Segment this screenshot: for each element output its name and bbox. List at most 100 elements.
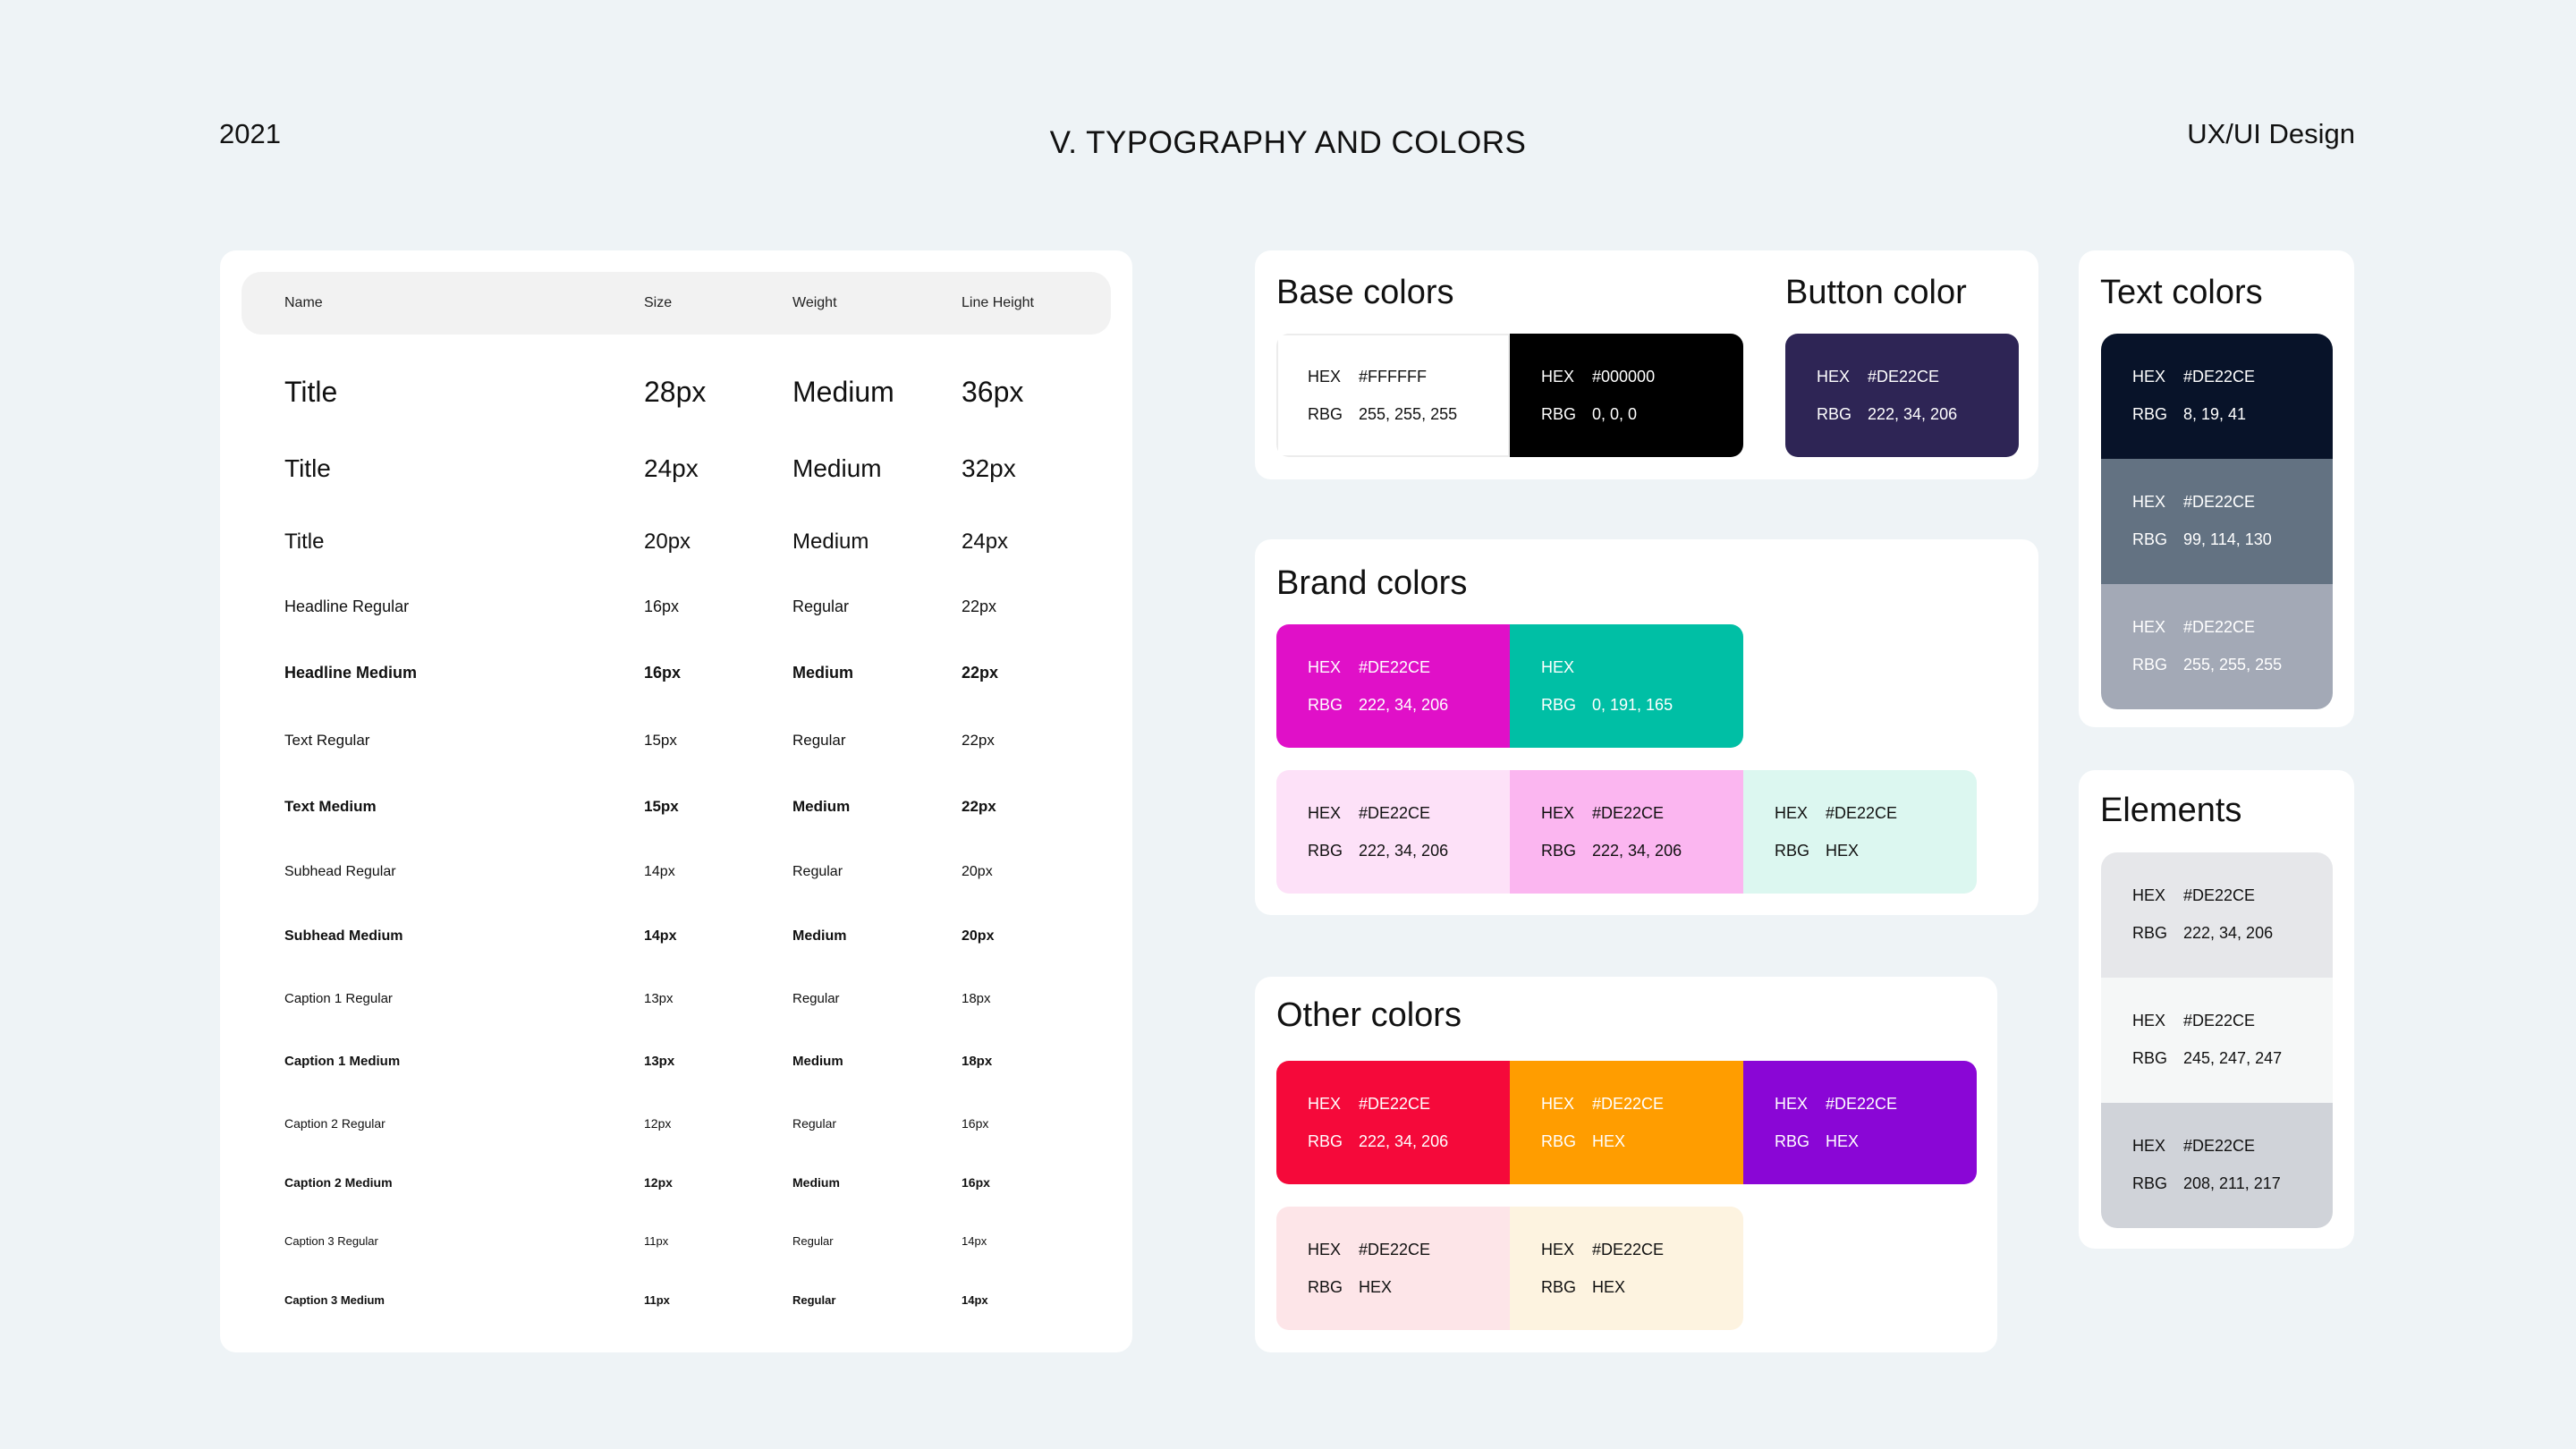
style-size: 15px — [644, 732, 677, 749]
style-weight: Regular — [792, 1234, 834, 1248]
style-line-height: 36px — [962, 376, 1024, 408]
style-weight: Medium — [792, 454, 882, 482]
style-size: 13px — [644, 1054, 675, 1069]
hex-label: HEX — [1308, 1241, 1342, 1258]
rbg-label: RBG — [1817, 405, 1852, 423]
rbg-label: RBG — [2132, 405, 2168, 423]
hex-value: #DE22CE — [2183, 618, 2256, 636]
rbg-value: HEX — [1826, 842, 1860, 860]
hex-value: #DE22CE — [1592, 1095, 1665, 1113]
style-size: 11px — [644, 1293, 670, 1307]
base-colors-title: Base colors — [1276, 274, 1454, 311]
table-header: Name Size Weight Line Height — [242, 272, 1111, 335]
style-line-height: 20px — [962, 864, 993, 879]
color-swatch: HEX #FFFFFF RBG 255, 255, 255 — [1276, 334, 1510, 457]
hex-label: HEX — [1308, 658, 1342, 676]
style-weight: Regular — [792, 864, 843, 879]
rbg-label: RBG — [1308, 696, 1343, 714]
column-header-name: Name — [284, 295, 323, 310]
style-line-height: 14px — [962, 1293, 988, 1307]
rbg-value: 8, 19, 41 — [2183, 405, 2247, 423]
style-weight: Regular — [792, 732, 846, 749]
style-weight: Medium — [792, 376, 894, 408]
color-swatch: HEX #DE22CE RBG 8, 19, 41 — [2101, 334, 2333, 459]
elements-panel: Elements HEX #DE22CE RBG 222, 34, 206 HEX #DE… — [2079, 770, 2354, 1249]
style-name: Caption 2 Medium — [284, 1175, 393, 1190]
column-header-weight: Weight — [792, 295, 837, 310]
style-name: Caption 3 Medium — [284, 1293, 385, 1307]
style-size: 13px — [644, 991, 674, 1006]
color-swatch: HEX #DE22CE RBG 222, 34, 206 — [1276, 624, 1510, 748]
color-swatch: HEX #000000 RBG 0, 0, 0 — [1510, 334, 1743, 457]
color-swatch: HEX #DE22CE RBG 222, 34, 206 — [1785, 334, 2019, 457]
style-size: 14px — [644, 928, 677, 944]
hex-value: #DE22CE — [1359, 658, 1431, 676]
hex-label: HEX — [1541, 804, 1575, 822]
rbg-value: 99, 114, 130 — [2183, 530, 2272, 548]
style-name: Caption 3 Regular — [284, 1234, 378, 1248]
other-colors-panel: Other colors HEX #DE22CE RBG 222, 34, 206 HE… — [1255, 977, 1997, 1352]
color-swatch: HEX #DE22CE RBG HEX — [1743, 1061, 1977, 1184]
rbg-value: 255, 255, 255 — [1359, 405, 1458, 423]
style-line-height: 14px — [962, 1234, 987, 1248]
year-label: 2021 — [219, 118, 281, 149]
elements-title: Elements — [2100, 792, 2242, 829]
hex-label: HEX — [1775, 804, 1809, 822]
rbg-value: 245, 247, 247 — [2183, 1049, 2283, 1067]
page-title: V. TYPOGRAPHY AND COLORS — [1049, 125, 1527, 160]
color-swatch: HEX #DE22CE RBG 222, 34, 206 — [1276, 770, 1510, 894]
style-name: Subhead Regular — [284, 864, 396, 879]
color-swatch: HEX #DE22CE RBG 222, 34, 206 — [1276, 1061, 1510, 1184]
color-swatch: HEX #DE22CE RBG HEX — [1510, 1207, 1743, 1330]
color-swatch: HEX #DE22CE RBG 99, 114, 130 — [2101, 459, 2333, 584]
style-name: Text Regular — [284, 732, 370, 749]
color-swatch: HEX #DE22CE RBG HEX — [1276, 1207, 1510, 1330]
color-swatch: HEX #DE22CE RBG 245, 247, 247 — [2101, 978, 2333, 1103]
hex-value: #000000 — [1592, 368, 1656, 386]
rbg-value: HEX — [1592, 1278, 1626, 1296]
hex-label: HEX — [1308, 1095, 1342, 1113]
hex-value: #DE22CE — [1592, 804, 1665, 822]
style-line-height: 20px — [962, 928, 995, 944]
rbg-value: HEX — [1359, 1278, 1393, 1296]
rbg-label: RBG — [1775, 842, 1810, 860]
category-label: UX/UI Design — [2187, 118, 2355, 149]
rbg-value: 222, 34, 206 — [1359, 696, 1449, 714]
color-swatch: HEX RBG 0, 191, 165 — [1510, 624, 1743, 748]
style-weight: Medium — [792, 1175, 840, 1190]
base-colors-swatches: HEX #FFFFFF RBG 255, 255, 255 HEX #000000 RBG 0… — [1276, 334, 1743, 457]
rbg-label: RBG — [1308, 1278, 1343, 1296]
hex-label: HEX — [1541, 1241, 1575, 1258]
style-name: Headline Medium — [284, 664, 418, 682]
other-colors-tints: HEX #DE22CE RBG HEX HEX #DE22CE RBG HEX — [1276, 1207, 1743, 1330]
style-weight: Medium — [792, 664, 854, 682]
hex-value: #DE22CE — [2183, 1012, 2256, 1030]
color-swatch: HEX #DE22CE RBG 222, 34, 206 — [1510, 770, 1743, 894]
rbg-value: 0, 0, 0 — [1592, 405, 1638, 423]
rbg-label: RBG — [2132, 924, 2168, 942]
style-name: Title — [284, 530, 325, 554]
rbg-label: RBG — [2132, 530, 2168, 548]
rbg-value: 222, 34, 206 — [1359, 842, 1449, 860]
hex-label: HEX — [2132, 1012, 2166, 1030]
rbg-value: 0, 191, 165 — [1592, 696, 1674, 714]
style-line-height: 22px — [962, 664, 999, 682]
color-swatch: HEX #DE22CE RBG HEX — [1510, 1061, 1743, 1184]
style-name: Title — [284, 376, 338, 408]
color-swatch: HEX #DE22CE RBG 255, 255, 255 — [2101, 584, 2333, 709]
style-line-height: 22px — [962, 732, 995, 749]
style-size: 11px — [644, 1234, 669, 1248]
rbg-label: RBG — [1541, 1278, 1577, 1296]
hex-value: #DE22CE — [1826, 1095, 1898, 1113]
button-color-swatch: HEX #DE22CE RBG 222, 34, 206 — [1785, 334, 2019, 457]
rbg-label: RBG — [1541, 1132, 1577, 1150]
hex-label: HEX — [1817, 368, 1851, 386]
rbg-label: RBG — [1775, 1132, 1810, 1150]
hex-value: #DE22CE — [1592, 1241, 1665, 1258]
style-size: 15px — [644, 798, 679, 815]
hex-value: #DE22CE — [1868, 368, 1940, 386]
style-size: 12px — [644, 1175, 673, 1190]
brand-colors-tints: HEX #DE22CE RBG 222, 34, 206 HEX #DE22CE RBG 22… — [1276, 770, 1977, 894]
rbg-label: RBG — [1541, 696, 1577, 714]
style-weight: Medium — [792, 798, 851, 815]
